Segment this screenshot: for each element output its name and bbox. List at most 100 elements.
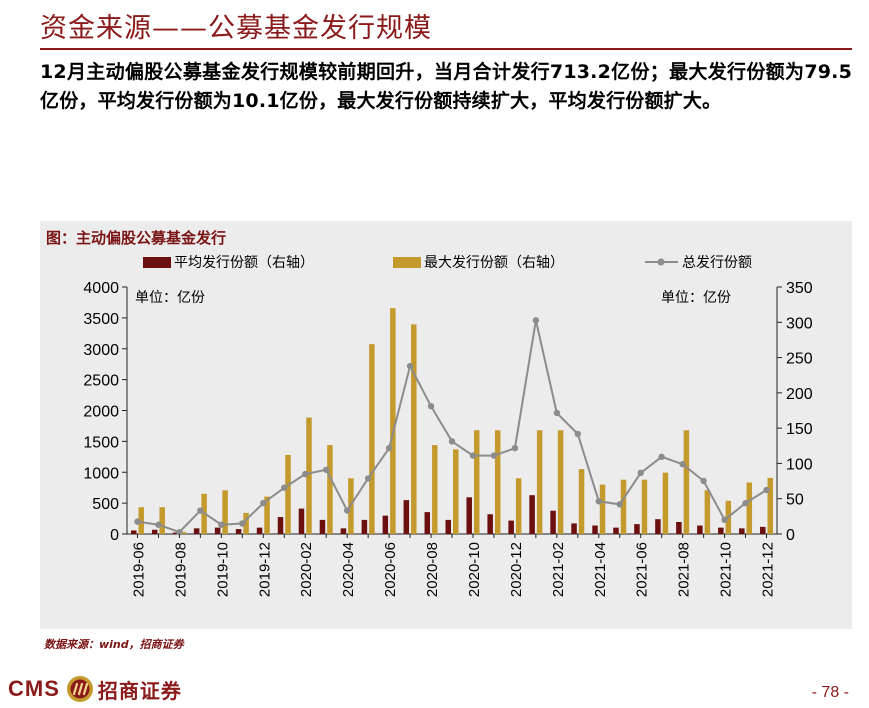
total-line-point <box>302 470 309 478</box>
total-line-point <box>176 528 183 536</box>
chart-title: 图：主动偏股公募基金发行 <box>46 229 226 247</box>
brand-emblem-icon <box>66 676 93 702</box>
logo-cms-text: CMS <box>8 676 60 701</box>
total-line-point <box>197 507 204 514</box>
left-axis-tick-label: 4000 <box>83 280 119 297</box>
avg-bar <box>529 495 535 534</box>
avg-bar <box>613 527 619 534</box>
x-tick-label: 2021-10 <box>718 542 735 597</box>
total-line-point <box>260 499 267 507</box>
x-tick-label: 2020-02 <box>298 542 315 597</box>
max-bar <box>683 430 690 534</box>
max-bar <box>180 531 186 534</box>
avg-bar <box>739 528 745 534</box>
legend-label-avg: 平均发行份额（右轴） <box>174 255 314 271</box>
avg-bar <box>403 500 410 534</box>
total-line-point <box>239 520 246 527</box>
right-axis-tick-label: 250 <box>786 351 813 368</box>
avg-bar <box>634 524 640 534</box>
x-tick-label: 2020-04 <box>340 542 357 597</box>
right-axis-tick-label: 350 <box>786 280 813 297</box>
max-bar <box>327 445 333 534</box>
max-bar <box>599 484 606 534</box>
left-unit-label: 单位：亿份 <box>135 290 205 306</box>
total-line-point <box>385 444 393 452</box>
max-bar <box>704 490 711 534</box>
avg-bar <box>151 529 158 534</box>
x-tick-labels: 2019-06 2019-08 2019-10 2019-12 2020-02 2020-… <box>130 534 777 597</box>
avg-bar <box>487 514 493 534</box>
total-line-point <box>134 518 141 525</box>
max-bar <box>306 417 312 534</box>
max-bar <box>746 482 753 534</box>
total-line-point <box>155 521 162 528</box>
legend-swatch-avg <box>143 257 171 268</box>
x-tick-label: 2019-08 <box>172 542 189 597</box>
max-bar <box>243 512 249 534</box>
total-line-point <box>637 469 644 477</box>
total-line-point <box>343 507 351 514</box>
avg-bar <box>445 519 451 534</box>
right-axis-tick-label: 0 <box>786 527 795 544</box>
data-source-note: 数据来源：wind，招商证券 <box>44 638 184 651</box>
right-axis-tick-label: 100 <box>786 456 813 473</box>
issuance-chart: 图：主动偏股公募基金发行 平均发行份额（右轴） 最大发行份额（右轴） 总发行份额… <box>46 229 813 597</box>
title-divider <box>40 48 852 50</box>
right-unit-label: 单位：亿份 <box>661 290 731 306</box>
page-number: - 78 - <box>811 684 849 701</box>
legend-label-total: 总发行份额 <box>682 255 752 271</box>
avg-bar <box>193 528 200 534</box>
summary-text: 12月主动偏股公募基金发行规模较前期回升，当月合计发行713.2亿份；最大发行份… <box>40 61 852 112</box>
x-tick-label: 2020-10 <box>466 542 483 597</box>
total-line-point <box>574 430 582 438</box>
chart-panel: 图：主动偏股公募基金发行 平均发行份额（右轴） 最大发行份额（右轴） 总发行份额… <box>40 221 852 629</box>
max-bar <box>641 479 648 534</box>
avg-bar <box>235 529 242 534</box>
chart-legend: 平均发行份额（右轴） 最大发行份额（右轴） 总发行份额 <box>143 255 752 271</box>
total-line-point <box>721 516 728 523</box>
total-line-point <box>595 498 602 505</box>
left-axis-tick-label: 1500 <box>83 434 119 451</box>
right-axis-tick-label: 150 <box>786 421 813 438</box>
avg-bar <box>760 526 766 534</box>
avg-bar <box>340 528 347 534</box>
avg-bar <box>550 510 556 534</box>
x-tick-label: 2020-06 <box>382 542 399 597</box>
avg-bar <box>592 525 598 534</box>
total-line-path <box>137 320 768 534</box>
avg-bar <box>277 517 284 534</box>
avg-bar <box>214 527 221 534</box>
x-tick-label: 2020-08 <box>424 542 441 597</box>
max-bar <box>264 496 270 534</box>
total-line-point <box>532 317 540 324</box>
max-bar <box>222 490 228 534</box>
left-axis-tick-label: 2500 <box>83 373 119 390</box>
brand-logo: CMS 招商证券 <box>8 674 182 704</box>
avg-issuance-bars <box>130 495 766 534</box>
total-line-point <box>281 484 288 491</box>
logo-company-name: 招商证券 <box>97 678 182 703</box>
right-axis-tick-label: 300 <box>786 315 813 332</box>
right-axis-tick-label: 200 <box>786 386 813 403</box>
max-bar <box>662 472 669 534</box>
total-line-point <box>742 499 749 507</box>
avg-bar <box>655 519 661 534</box>
legend-marker-total <box>657 258 665 266</box>
total-line-point <box>448 438 456 445</box>
max-bar <box>285 454 291 534</box>
total-line-point <box>218 521 225 528</box>
total-line-point <box>511 444 519 452</box>
max-bar <box>411 324 417 534</box>
total-line-point <box>700 477 707 485</box>
x-tick-label: 2019-10 <box>214 542 231 597</box>
total-line-point <box>490 452 498 459</box>
max-bar <box>369 344 375 534</box>
max-bar <box>473 430 480 534</box>
avg-bar <box>256 527 263 534</box>
x-tick-label: 2021-12 <box>760 542 777 597</box>
avg-bar <box>508 520 514 534</box>
avg-bar <box>361 519 368 534</box>
left-axis-tick-label: 3000 <box>83 342 119 359</box>
total-line-point <box>322 466 330 473</box>
avg-bar <box>424 512 431 534</box>
